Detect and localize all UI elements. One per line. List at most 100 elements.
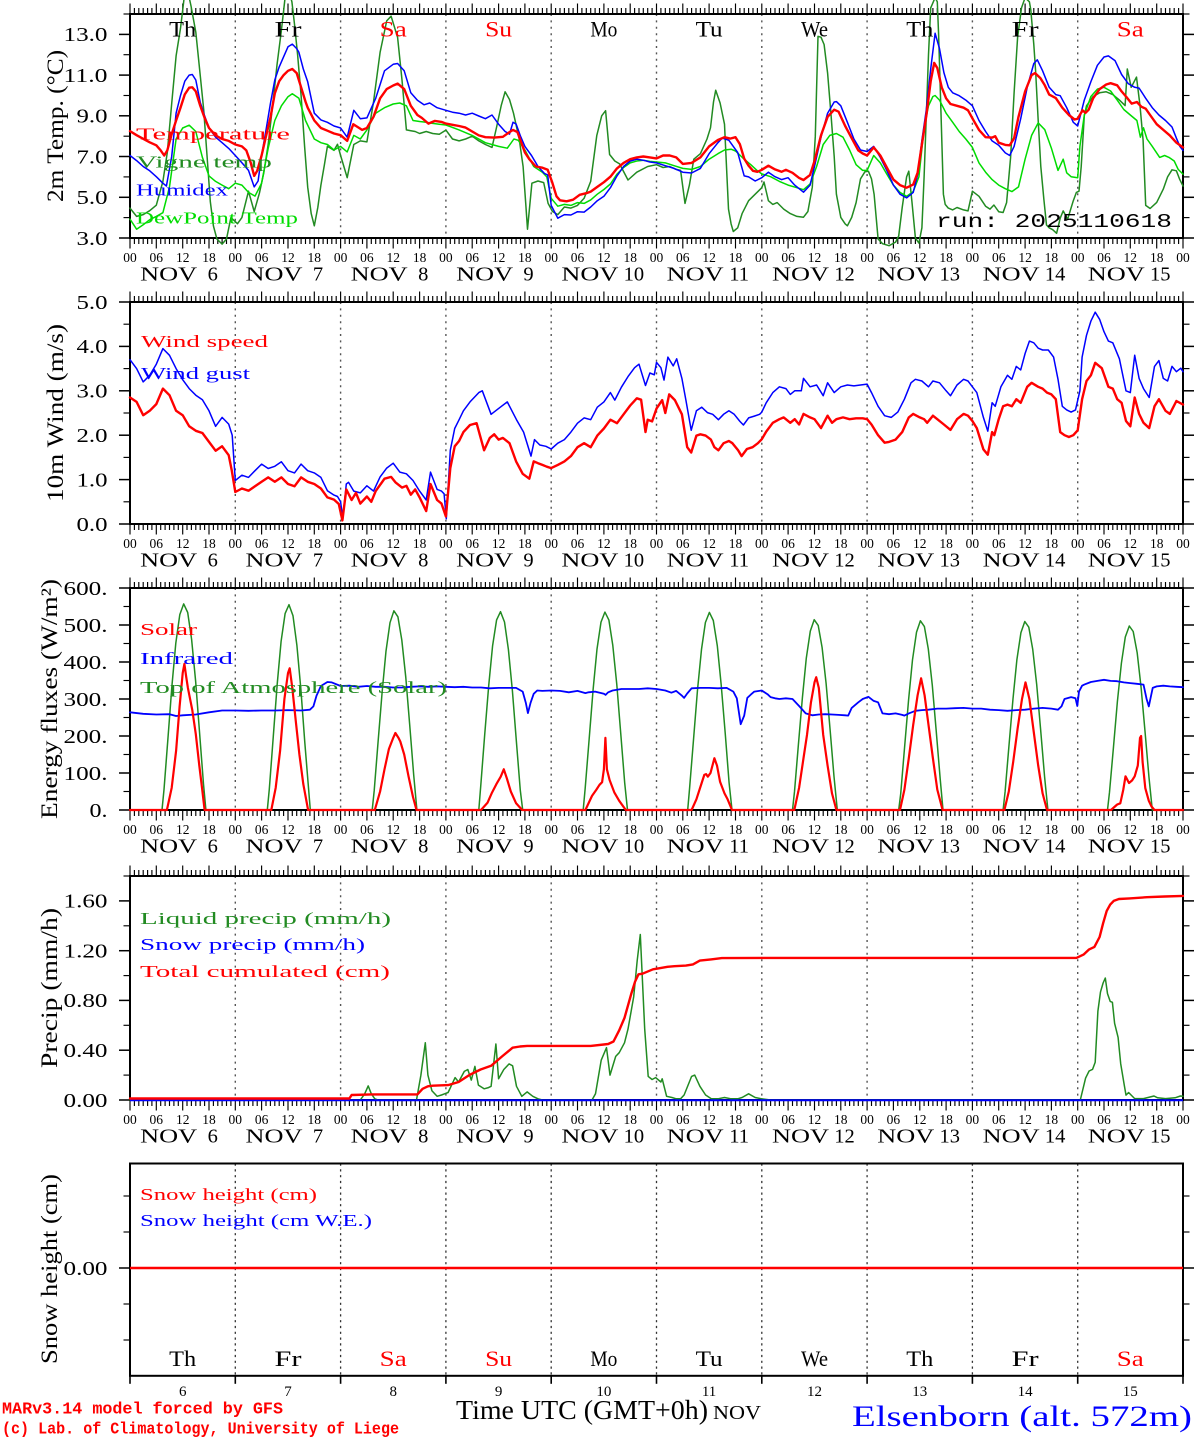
svg-text:NOV: NOV <box>351 1126 408 1148</box>
svg-text:7: 7 <box>313 550 323 572</box>
svg-text:NOV: NOV <box>667 836 724 858</box>
svg-text:Fr: Fr <box>1012 17 1040 42</box>
svg-text:18: 18 <box>413 1112 427 1127</box>
svg-text:00: 00 <box>1071 250 1085 265</box>
svg-text:NOV: NOV <box>877 264 934 286</box>
svg-text:18: 18 <box>623 1112 637 1127</box>
svg-text:06: 06 <box>571 250 585 265</box>
svg-text:06: 06 <box>465 250 479 265</box>
svg-text:06: 06 <box>992 822 1006 837</box>
svg-text:8: 8 <box>418 1126 428 1148</box>
svg-text:15: 15 <box>1150 1126 1171 1148</box>
svg-text:NOV: NOV <box>456 550 513 572</box>
svg-text:12: 12 <box>702 822 716 837</box>
svg-text:500.: 500. <box>64 615 108 637</box>
svg-text:NOV: NOV <box>140 1126 197 1148</box>
svg-text:06: 06 <box>781 822 795 837</box>
svg-text:12: 12 <box>807 1384 822 1400</box>
svg-text:9: 9 <box>523 1126 533 1148</box>
svg-text:NOV: NOV <box>983 1126 1040 1148</box>
svg-text:400.: 400. <box>64 652 108 674</box>
svg-text:Fr: Fr <box>1012 1346 1040 1371</box>
svg-text:NOV: NOV <box>456 264 513 286</box>
svg-text:14: 14 <box>1045 1126 1066 1148</box>
svg-text:18: 18 <box>729 1112 743 1127</box>
svg-text:6: 6 <box>179 1384 187 1400</box>
svg-text:00: 00 <box>334 250 348 265</box>
svg-text:12: 12 <box>281 536 295 551</box>
svg-text:2.0: 2.0 <box>77 425 108 447</box>
svg-text:0.0: 0.0 <box>77 514 108 536</box>
svg-text:00: 00 <box>439 536 453 551</box>
svg-text:12: 12 <box>176 536 190 551</box>
svg-text:NOV: NOV <box>351 264 408 286</box>
svg-text:06: 06 <box>150 250 164 265</box>
svg-text:10: 10 <box>624 264 645 286</box>
svg-text:18: 18 <box>623 250 637 265</box>
svg-text:18: 18 <box>1045 1112 1059 1127</box>
svg-text:00: 00 <box>123 822 137 837</box>
svg-text:12: 12 <box>834 264 855 286</box>
svg-text:00: 00 <box>123 536 137 551</box>
svg-text:18: 18 <box>413 250 427 265</box>
svg-text:18: 18 <box>1150 250 1164 265</box>
svg-text:We: We <box>801 17 828 42</box>
svg-text:06: 06 <box>571 1112 585 1127</box>
svg-text:00: 00 <box>966 1112 980 1127</box>
svg-text:06: 06 <box>571 822 585 837</box>
svg-text:13: 13 <box>940 836 961 858</box>
svg-text:(c) Lab. of Climatology, Unive: (c) Lab. of Climatology, University of L… <box>2 1421 399 1440</box>
svg-text:NOV: NOV <box>1088 836 1145 858</box>
svg-text:00: 00 <box>544 1112 558 1127</box>
svg-text:NOV: NOV <box>246 264 303 286</box>
svg-text:06: 06 <box>887 536 901 551</box>
svg-text:NOV: NOV <box>456 1126 513 1148</box>
svg-text:10: 10 <box>624 550 645 572</box>
svg-text:00: 00 <box>860 250 874 265</box>
svg-text:0.: 0. <box>90 800 108 822</box>
svg-text:14: 14 <box>1045 264 1066 286</box>
svg-text:12: 12 <box>597 536 611 551</box>
svg-text:06: 06 <box>887 822 901 837</box>
svg-text:NOV: NOV <box>667 264 724 286</box>
svg-text:NOV: NOV <box>667 1126 724 1148</box>
svg-text:NOV: NOV <box>246 836 303 858</box>
svg-text:06: 06 <box>781 250 795 265</box>
svg-text:Humidex: Humidex <box>136 181 229 200</box>
svg-text:7: 7 <box>313 836 323 858</box>
svg-text:15: 15 <box>1150 550 1171 572</box>
svg-text:NOV: NOV <box>246 1126 303 1148</box>
svg-text:12: 12 <box>597 250 611 265</box>
svg-text:00: 00 <box>1071 536 1085 551</box>
svg-text:18: 18 <box>308 536 322 551</box>
svg-text:12: 12 <box>492 822 506 837</box>
svg-text:Sa: Sa <box>380 17 407 42</box>
svg-text:00: 00 <box>966 250 980 265</box>
svg-text:12: 12 <box>386 536 400 551</box>
svg-text:8: 8 <box>418 836 428 858</box>
svg-text:12: 12 <box>281 250 295 265</box>
svg-text:NOV: NOV <box>140 550 197 572</box>
svg-text:18: 18 <box>1150 536 1164 551</box>
svg-text:NOV: NOV <box>983 264 1040 286</box>
svg-text:00: 00 <box>1176 1112 1190 1127</box>
svg-text:12: 12 <box>176 250 190 265</box>
svg-text:6: 6 <box>208 1126 218 1148</box>
svg-text:12: 12 <box>834 836 855 858</box>
svg-text:9: 9 <box>523 836 533 858</box>
svg-text:Wind gust: Wind gust <box>141 364 250 383</box>
svg-text:NOV: NOV <box>983 836 1040 858</box>
svg-text:12: 12 <box>176 1112 190 1127</box>
svg-text:18: 18 <box>939 250 953 265</box>
svg-text:18: 18 <box>518 536 532 551</box>
svg-text:18: 18 <box>729 822 743 837</box>
svg-text:Sa: Sa <box>1117 1346 1144 1371</box>
svg-text:00: 00 <box>755 1112 769 1127</box>
svg-text:18: 18 <box>729 536 743 551</box>
svg-text:18: 18 <box>939 536 953 551</box>
svg-text:15: 15 <box>1150 264 1171 286</box>
svg-text:12: 12 <box>808 822 822 837</box>
svg-text:18: 18 <box>308 1112 322 1127</box>
svg-text:18: 18 <box>1045 250 1059 265</box>
svg-text:NOV: NOV <box>713 1402 762 1424</box>
